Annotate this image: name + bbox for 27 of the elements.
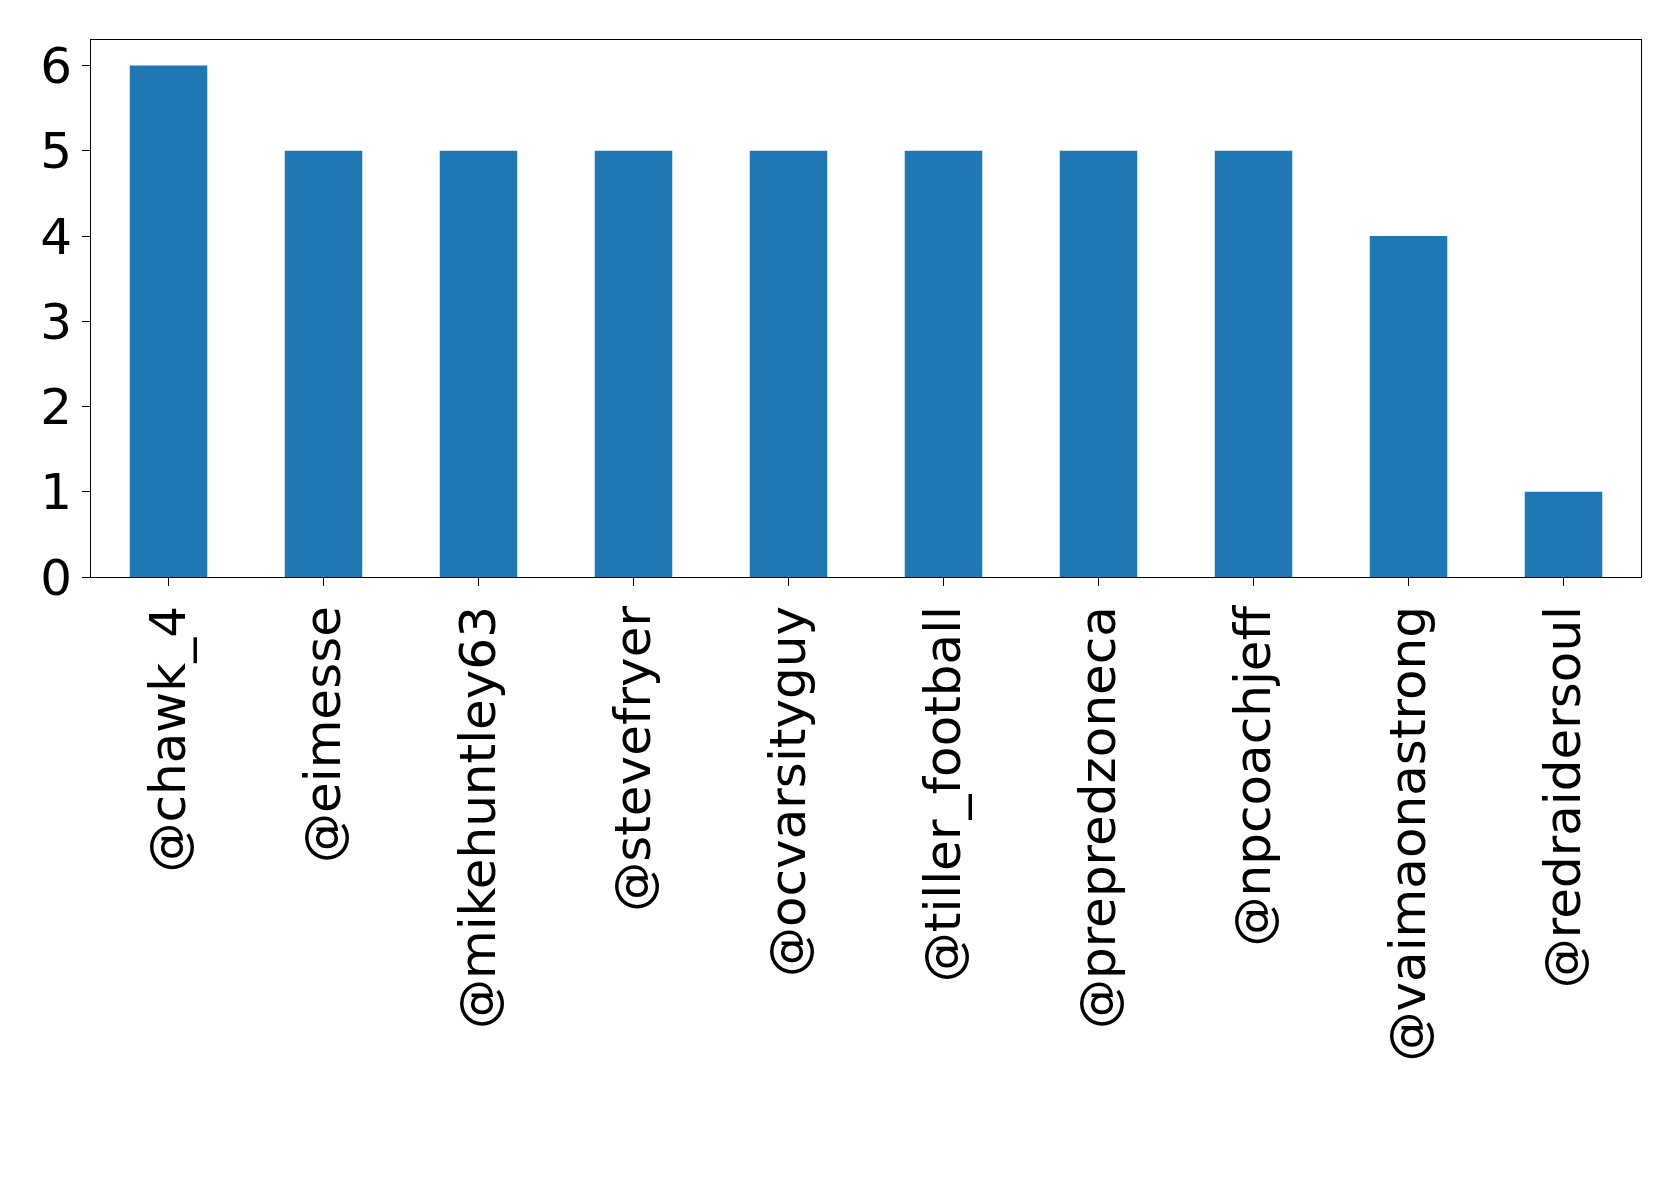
x-tick-label: @mikehuntley63 (448, 606, 507, 1030)
x-tick-label: @eimesse (293, 606, 352, 863)
y-tick-label: 1 (40, 463, 72, 522)
bar (594, 150, 673, 577)
bar (1214, 150, 1293, 577)
bar (904, 150, 983, 577)
bar (284, 150, 363, 577)
x-tick-label: @npcoachjeff (1223, 604, 1282, 947)
bar (749, 150, 828, 577)
bar (1369, 236, 1448, 577)
x-tick-label: @vaimaonastrong (1378, 606, 1437, 1062)
y-tick-label: 0 (40, 548, 72, 607)
x-tick-label: @prepredzoneca (1068, 606, 1127, 1030)
x-tick-label: @stevefryer (603, 605, 662, 912)
y-tick-label: 6 (40, 37, 72, 96)
y-tick-label: 4 (40, 207, 72, 266)
x-tick-label: @tiller_football (913, 606, 972, 983)
bar (1524, 491, 1603, 577)
y-tick-label: 5 (40, 122, 72, 181)
y-tick-label: 2 (40, 378, 72, 437)
bar (1059, 150, 1138, 577)
bar (129, 65, 208, 577)
x-tick-label: @redraidersoul (1533, 606, 1592, 989)
x-tick-label: @chawk_4 (138, 606, 197, 873)
bar (439, 150, 518, 577)
x-tick-label: @ocvarsityguy (758, 606, 817, 978)
y-tick-label: 3 (40, 292, 72, 351)
